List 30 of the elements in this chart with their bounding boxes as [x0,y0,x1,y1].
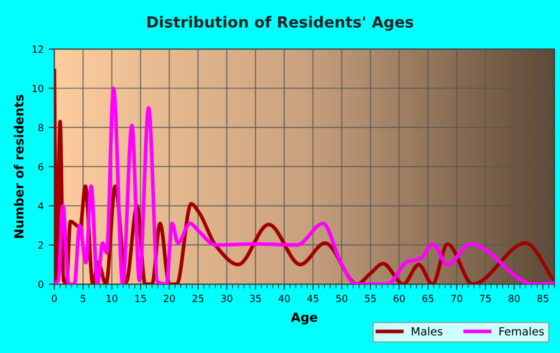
x-tick-label: 40 [278,294,290,302]
x-tick-label: 35 [250,294,261,302]
x-tick-label: 45 [307,294,318,302]
x-tick-label: 55 [365,294,376,302]
x-tick-label: 60 [394,294,405,302]
x-tick-label: 65 [422,294,434,302]
y-tick-label: 4 [38,202,44,210]
x-tick-label: 15 [135,294,146,302]
x-tick-label: 80 [508,294,520,302]
y-axis-title: Number of residents [14,94,24,238]
y-tick-label: 0 [38,280,44,288]
x-tick-label: 10 [106,294,118,302]
x-tick-label: 30 [221,294,232,302]
y-tick-label: 12 [32,46,43,53]
x-tick-label: 75 [480,294,491,302]
y-tick-label: 2 [38,241,43,249]
y-tick-label: 8 [38,124,44,132]
x-tick-label: 25 [192,294,204,302]
y-tick-label: 6 [38,163,44,170]
legend-label: Males [412,326,442,336]
x-tick-label: 20 [164,294,175,302]
x-axis-title: Age [290,312,318,324]
x-tick-label: 50 [336,294,348,302]
chart-title: Distribution of Residents' Ages [147,16,414,31]
x-tick-label: 85 [537,294,548,302]
x-tick-label: 5 [80,294,86,302]
legend-label: Females [500,326,544,336]
x-tick-label: 0 [52,294,57,302]
x-tick-label: 70 [451,294,462,302]
y-tick-label: 10 [32,84,44,92]
